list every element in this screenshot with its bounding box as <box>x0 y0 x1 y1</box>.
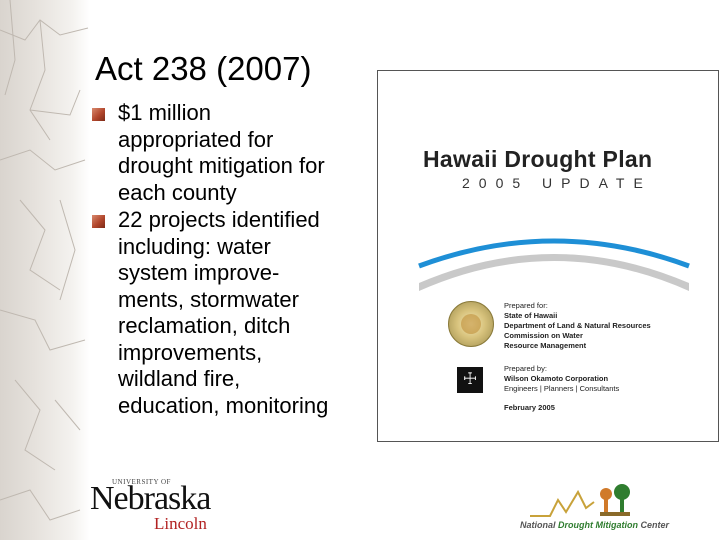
slide-title: Act 238 (2007) <box>95 50 312 87</box>
crackle-texture <box>0 0 89 521</box>
prepared-by-label: Prepared by: <box>504 364 547 373</box>
unl-university-of: UNIVERSITY OF <box>112 478 171 486</box>
bullet-square-icon <box>92 108 105 121</box>
bullet-square-icon <box>92 215 105 228</box>
unl-nebraska: Nebraska <box>90 480 211 517</box>
ndmc-logo: National Drought Mitigation Center <box>520 482 715 538</box>
unl-lincoln: Lincoln <box>154 514 207 533</box>
ndmc-name-part3: Center <box>640 520 670 530</box>
ndmc-graphic-icon <box>530 484 630 517</box>
bullet-line: drought mitigation for <box>118 153 325 178</box>
prepared-by-tagline: Engineers | Planners | Consultants <box>504 384 620 393</box>
bullet-line: ments, stormwater <box>118 286 299 312</box>
cover-date: February 2005 <box>504 403 555 412</box>
bullet-line: including: water <box>118 233 271 259</box>
wilson-okamoto-logo-icon: ☩ <box>457 367 483 393</box>
bullet-line: education, monitoring <box>118 392 329 418</box>
prepared-for-line: Department of Land & Natural Resources <box>504 321 651 330</box>
prepared-for-line: Resource Management <box>504 341 587 350</box>
bullet-item: $1 million appropriated for drought miti… <box>92 100 392 206</box>
drought-plan-cover: Hawaii Drought Plan 2005 UPDATE Prepared… <box>377 70 719 442</box>
prepared-by-name: Wilson Okamoto Corporation <box>504 374 609 383</box>
prepared-by-block: Prepared by: Wilson Okamoto Corporation … <box>504 364 704 394</box>
unl-logo: UNIVERSITY OF Nebraska Lincoln <box>90 478 211 536</box>
bullet-line: each county <box>118 179 237 205</box>
prepared-for-block: Prepared for: State of Hawaii Department… <box>504 301 704 351</box>
prepared-for-line: State of Hawaii <box>504 311 558 320</box>
bullet-line: system improve- <box>118 260 280 285</box>
bullet-line: reclamation, ditch <box>118 313 291 338</box>
cover-arc-gray <box>419 254 689 291</box>
bullet-line: appropriated for <box>118 126 274 152</box>
cover-subtitle: 2005 UPDATE <box>462 175 652 191</box>
state-seal-icon <box>448 301 494 347</box>
prepared-for-line: Commission on Water <box>504 331 583 340</box>
prepared-for-label: Prepared for: <box>504 301 548 310</box>
ndmc-name: National Drought Mitigation Center <box>520 520 669 530</box>
cover-title: Hawaii Drought Plan <box>423 146 653 172</box>
bullet-line: $1 million <box>118 100 211 125</box>
bullet-line: wildland fire, <box>118 366 241 391</box>
cover-arcs-graphic <box>418 238 690 291</box>
crackle-background <box>0 0 90 540</box>
bullet-item: 22 projects identified including: water … <box>92 207 392 419</box>
ndmc-name-part2: Drought Mitigation <box>558 520 639 530</box>
bullet-list: $1 million appropriated for drought miti… <box>92 100 392 420</box>
cover-arc-blue <box>418 238 690 269</box>
bullet-line: 22 projects identified <box>118 207 320 232</box>
bullet-line: improvements, <box>118 339 263 365</box>
ndmc-name-part1: National <box>520 520 556 530</box>
